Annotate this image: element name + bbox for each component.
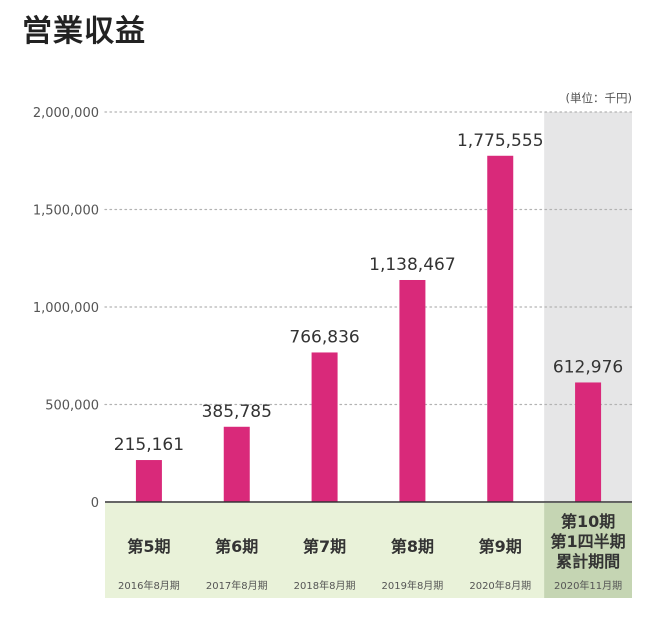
y-tick-label: 1,500,000 (33, 204, 99, 219)
y-tick-label: 2,000,000 (33, 106, 99, 121)
bar (575, 382, 602, 502)
bar (311, 352, 338, 502)
y-tick-label: 1,000,000 (33, 301, 99, 316)
category-label: 第6期 (215, 537, 258, 556)
bar (399, 279, 426, 502)
period-label: 2016年8月期 (118, 579, 180, 592)
category-label: 第5期 (127, 537, 170, 556)
y-tick-label: 500,000 (45, 399, 99, 414)
chart-title: 営業収益 (22, 14, 146, 49)
category-label: 第7期 (303, 537, 346, 556)
data-label: 612,976 (553, 357, 623, 377)
category-label: 第10期第1四半期累計期間 (551, 512, 626, 571)
bar (223, 426, 250, 502)
period-label: 2017年8月期 (206, 579, 268, 592)
unit-label: (単位：千円) (566, 91, 632, 105)
period-label: 2020年11月期 (554, 579, 622, 592)
period-label: 2019年8月期 (382, 579, 444, 592)
data-label: 766,836 (289, 327, 359, 347)
bar (135, 460, 162, 502)
data-label: 215,161 (114, 435, 184, 455)
category-label: 第8期 (391, 537, 434, 556)
period-label: 2018年8月期 (294, 579, 356, 592)
data-label: 385,785 (202, 402, 272, 422)
category-label: 第9期 (479, 537, 522, 556)
y-tick-label: 0 (91, 496, 99, 511)
period-label: 2020年8月期 (469, 579, 531, 592)
data-label: 1,138,467 (369, 255, 456, 275)
bar (487, 155, 514, 502)
data-label: 1,775,555 (457, 131, 544, 151)
category-band-highlight (544, 503, 632, 598)
